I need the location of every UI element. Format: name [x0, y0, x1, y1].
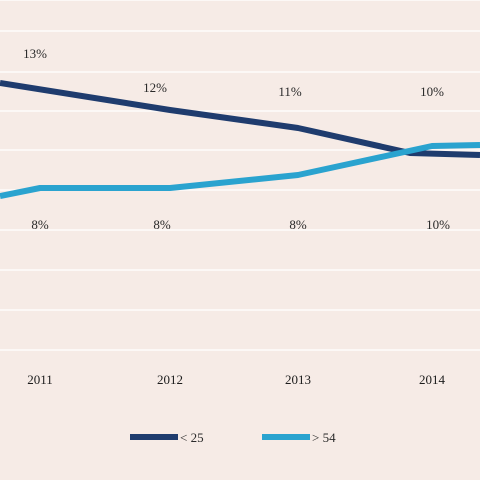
data-label: 8% [289, 217, 307, 232]
legend: < 25 > 54 [130, 430, 336, 445]
x-tick-label: 2013 [285, 372, 311, 387]
series-line [0, 142, 480, 199]
data-label: 11% [278, 84, 302, 99]
data-label: 8% [153, 217, 171, 232]
grid-lines [0, 0, 480, 351]
data-label: 8% [31, 217, 49, 232]
x-tick-label: 2014 [419, 372, 446, 387]
series-line [0, 80, 480, 158]
data-labels: 13% 12% 11% 10% 8% 8% 8% 10% [23, 46, 450, 232]
x-tick-label: 2011 [27, 372, 53, 387]
data-label: 10% [420, 84, 444, 99]
series-lines [0, 80, 480, 199]
x-tick-label: 2012 [157, 372, 183, 387]
legend-label: > 54 [312, 430, 336, 445]
data-label: 13% [23, 46, 47, 61]
data-label: 10% [426, 217, 450, 232]
legend-label: < 25 [180, 430, 204, 445]
x-axis-ticks: 2011 2012 2013 2014 [27, 372, 445, 387]
data-label: 12% [143, 80, 167, 95]
